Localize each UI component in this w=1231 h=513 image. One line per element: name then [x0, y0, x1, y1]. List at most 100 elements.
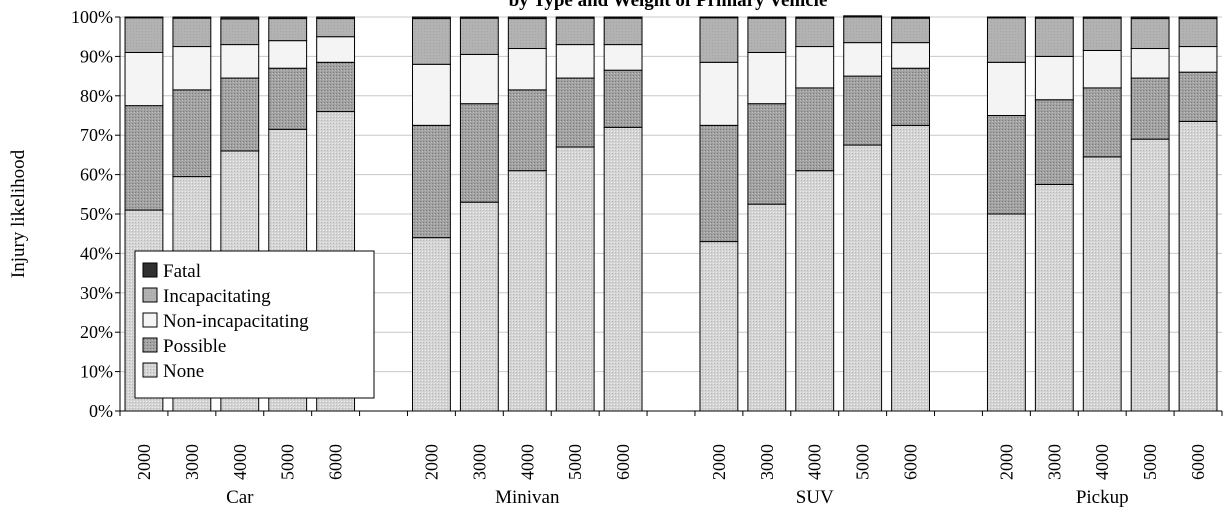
group-label: SUV — [796, 487, 834, 508]
bar-segment-incapacitating — [699, 17, 739, 63]
bar-segment-incapacitating — [747, 17, 787, 53]
y-tick-label: 50% — [80, 204, 113, 224]
bar-segment-none — [507, 170, 547, 412]
y-axis-label: Injury likelihood — [8, 149, 29, 278]
x-tick-label: 4000 — [517, 444, 537, 480]
y-tick-label: 40% — [80, 243, 113, 263]
bar-segment-possible — [507, 89, 547, 172]
x-tick-label: 4000 — [230, 444, 250, 480]
bar-segment-fatal — [1178, 16, 1218, 20]
bar-segment-non-incapacitating — [172, 46, 212, 91]
bar-segment-none — [1034, 183, 1074, 412]
bar-segment-fatal — [699, 16, 739, 19]
bar-segment-non-incapacitating — [795, 46, 835, 89]
bar-segment-fatal — [891, 16, 930, 19]
bar-segment-possible — [459, 103, 499, 203]
bar-segment-fatal — [843, 15, 883, 18]
bar-segment-non-incapacitating — [555, 44, 595, 79]
x-tick-label: 5000 — [853, 444, 873, 480]
bar-segment-fatal — [316, 16, 356, 20]
y-tick-label: 0% — [89, 401, 113, 421]
x-tick-label: 6000 — [326, 444, 346, 480]
bar-segment-none — [747, 203, 787, 412]
bar-segment-possible — [986, 115, 1026, 215]
x-tick-label: 2000 — [134, 444, 154, 480]
x-tick-label: 5000 — [278, 444, 298, 480]
bar-segment-fatal — [747, 16, 787, 19]
bar-segment-possible — [747, 103, 787, 205]
x-tick-label: 2000 — [709, 444, 729, 480]
legend-swatch — [142, 337, 158, 353]
bar-segment-none — [1178, 120, 1218, 412]
bar-segment-none — [603, 126, 643, 412]
bar-segment-incapacitating — [1130, 18, 1170, 50]
legend: Fatal Incapacitating Non-incapacitating Pos… — [134, 250, 375, 399]
bar-segment-fatal — [172, 16, 212, 19]
bar-segment-incapacitating — [172, 17, 212, 48]
x-tick-label: 3000 — [182, 444, 202, 480]
x-tick-label: 6000 — [901, 444, 921, 480]
x-tick-label: 4000 — [1092, 444, 1112, 480]
bar-segment-possible — [1082, 87, 1122, 158]
bar-segment-non-incapacitating — [843, 42, 883, 77]
legend-label: Possible — [163, 336, 226, 357]
bar-segment-fatal — [268, 16, 308, 20]
x-tick-label: 2000 — [421, 444, 441, 480]
bar-segment-non-incapacitating — [747, 51, 787, 105]
bar-segment-possible — [603, 69, 643, 128]
bar-segment-possible — [1130, 77, 1170, 140]
bar-segment-non-incapacitating — [891, 42, 930, 69]
bar-segment-incapacitating — [220, 18, 260, 46]
bar-segment-fatal — [459, 16, 499, 19]
bar-segment-possible — [843, 75, 883, 146]
bar-segment-non-incapacitating — [268, 40, 308, 69]
legend-swatch — [142, 362, 158, 378]
chart-title: by Type and Weight of Primary Vehicle — [509, 0, 828, 11]
x-tick-label: 6000 — [613, 444, 633, 480]
bar-segment-non-incapacitating — [603, 44, 643, 71]
bar-segment-possible — [1034, 99, 1074, 185]
bar-segment-incapacitating — [795, 17, 835, 48]
bar-segment-incapacitating — [124, 17, 164, 53]
x-tick-label: 3000 — [757, 444, 777, 480]
bar-segment-incapacitating — [316, 18, 356, 38]
bar-segment-incapacitating — [603, 17, 643, 46]
bar-segment-possible — [1178, 71, 1218, 122]
x-tick-label: 5000 — [1140, 444, 1160, 480]
bar-segment-non-incapacitating — [986, 61, 1026, 116]
bar-segment-possible — [268, 67, 308, 130]
bar-segment-fatal — [795, 16, 835, 19]
bar-segment-incapacitating — [507, 18, 547, 50]
legend-box — [134, 250, 375, 399]
group-label: Minivan — [495, 487, 560, 508]
bar-segment-none — [412, 237, 451, 412]
bar-segment-non-incapacitating — [507, 48, 547, 91]
bar-segment-none — [891, 124, 930, 412]
bar-segment-fatal — [555, 16, 595, 19]
bar-segment-fatal — [1034, 16, 1074, 19]
bar-segment-none — [699, 241, 739, 412]
bar-segment-fatal — [124, 16, 164, 19]
y-tick-label: 60% — [80, 165, 113, 185]
bar-segment-none — [795, 170, 835, 412]
bar-segment-incapacitating — [1178, 18, 1218, 48]
x-tick-label: 2000 — [996, 444, 1016, 480]
x-tick-label: 3000 — [469, 444, 489, 480]
axes: 0% 10% 20% 30% 40% 50% 60% 70% 80% 90% 100% 2000 300… — [71, 7, 1223, 508]
y-tick-label: 10% — [80, 362, 113, 382]
x-tick-label: 6000 — [1188, 444, 1208, 480]
bar-segment-none — [1082, 156, 1122, 412]
y-tick-label: 90% — [80, 46, 113, 66]
bar-segment-fatal — [1130, 16, 1170, 20]
y-tick-label: 20% — [80, 322, 113, 342]
bar-segment-possible — [220, 77, 260, 152]
bar-segment-none — [843, 144, 883, 412]
legend-label: Fatal — [163, 261, 201, 282]
x-tick-label: 3000 — [1044, 444, 1064, 480]
bar-segment-incapacitating — [555, 17, 595, 46]
group-label: Car — [226, 487, 254, 508]
bar-segment-possible — [124, 105, 164, 211]
bar-segment-incapacitating — [891, 17, 930, 44]
